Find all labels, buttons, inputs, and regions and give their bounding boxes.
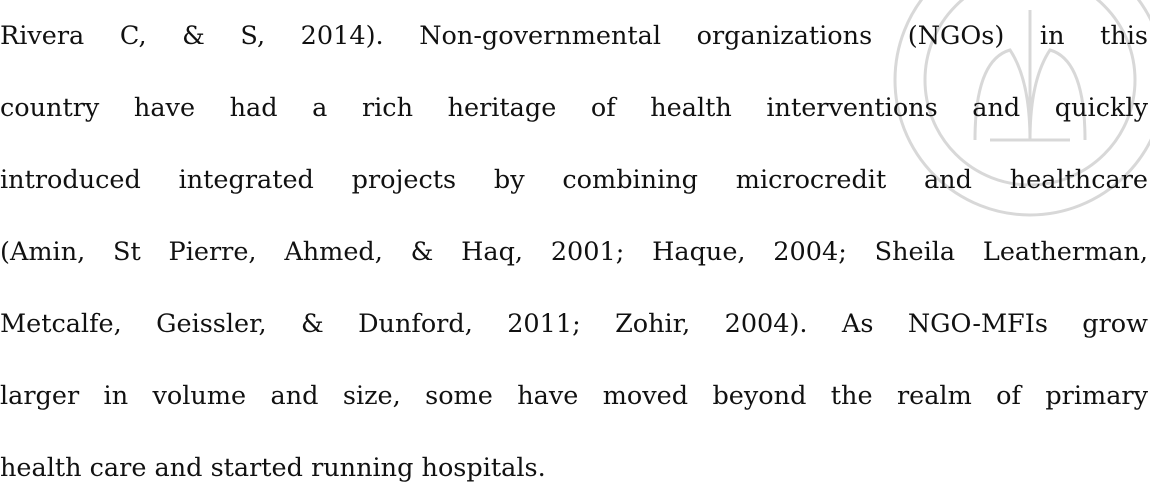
text-line: Metcalfe, Geissler, & Dunford, 2011; Zoh…	[0, 309, 1148, 339]
text-line: introduced integrated projects by combin…	[0, 165, 1148, 195]
text-line: Rivera C, & S, 2014). Non-governmental o…	[0, 21, 1148, 51]
text-line: larger in volume and size, some have mov…	[0, 381, 1148, 411]
text-line: (Amin, St Pierre, Ahmed, & Haq, 2001; Ha…	[0, 237, 1148, 267]
text-line: country have had a rich heritage of heal…	[0, 93, 1148, 123]
watermark-seal	[893, 0, 1150, 217]
text-line: health care and started running hospital…	[0, 453, 546, 483]
